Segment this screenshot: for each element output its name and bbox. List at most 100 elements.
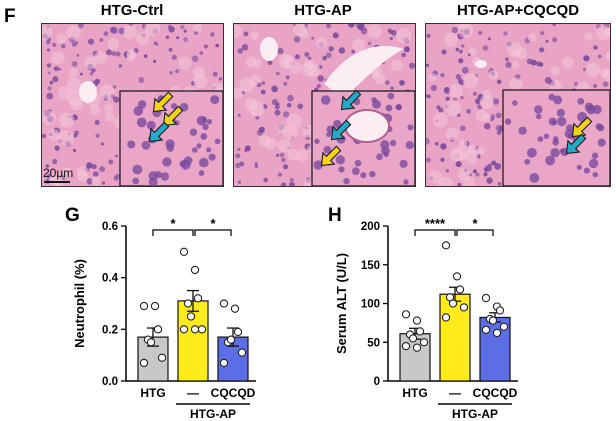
cell-cytoplasm <box>104 111 115 122</box>
panel-h-label: H <box>328 205 342 226</box>
cell-nucleus <box>482 45 489 51</box>
cell-cytoplasm <box>107 38 120 50</box>
x-tick-label: HTG <box>140 386 165 400</box>
significance-bracket <box>152 229 194 236</box>
cell-nucleus <box>459 49 463 54</box>
cell-nucleus <box>263 177 268 183</box>
cell-nucleus <box>237 180 242 184</box>
cell-nucleus <box>282 111 290 118</box>
blue-arrow-icon <box>565 133 587 155</box>
cell-nucleus <box>176 36 180 40</box>
cell-nucleus <box>573 81 578 86</box>
blue-arrow-icon <box>340 89 362 111</box>
cell-nucleus <box>254 164 259 168</box>
yellow-arrow-icon <box>320 145 342 167</box>
cell-nucleus <box>328 46 334 52</box>
cell-nucleus <box>403 46 410 53</box>
cell-nucleus <box>214 138 221 145</box>
cell-nucleus <box>235 162 241 169</box>
data-point <box>190 325 200 334</box>
cell-nucleus <box>169 70 174 75</box>
cell-nucleus <box>544 77 552 84</box>
cell-cytoplasm <box>59 112 75 128</box>
cell-nucleus <box>491 160 497 166</box>
data-point <box>412 343 422 352</box>
cell-nucleus <box>210 32 215 37</box>
cell-nucleus <box>472 91 477 96</box>
cell-nucleus <box>591 152 599 159</box>
cell-cytoplasm <box>605 51 610 61</box>
zoom-inset <box>502 89 610 186</box>
data-point <box>488 316 498 325</box>
cell-nucleus <box>395 104 402 111</box>
data-point <box>495 306 505 315</box>
panel-f-label: F <box>4 6 16 27</box>
cell-cytoplasm <box>234 24 242 38</box>
cell-cytoplasm <box>67 90 83 107</box>
data-point <box>401 310 411 319</box>
cell-nucleus <box>79 72 83 76</box>
cell-nucleus <box>369 170 376 178</box>
cell-cytoplasm <box>56 33 67 44</box>
y-tick-label: 0.2 <box>102 324 118 336</box>
cell-cytoplasm <box>48 129 60 141</box>
chart-g-neutrophil: Neutrophil (%) 0.0 0.2 0.4 0.6 HTG — CQCQD HTG-A… <box>72 216 256 421</box>
cell-nucleus <box>430 84 437 92</box>
cell-nucleus <box>212 71 218 77</box>
arrow-shape <box>162 105 184 127</box>
cell-nucleus <box>407 124 414 131</box>
cell-cytoplasm <box>550 65 561 76</box>
cell-cytoplasm <box>428 170 443 184</box>
cell-nucleus <box>586 105 596 115</box>
data-point <box>459 303 469 312</box>
cell-cytoplasm <box>509 77 523 91</box>
data-point <box>139 301 149 311</box>
cell-nucleus <box>455 47 460 52</box>
cell-cytoplasm <box>123 25 137 39</box>
y-tick-label: 0.0 <box>102 376 118 388</box>
cell-nucleus <box>192 147 198 153</box>
cell-cytoplasm <box>282 57 294 69</box>
cell-nucleus <box>191 55 199 62</box>
cell-cytoplasm <box>458 24 474 38</box>
cell-nucleus <box>208 153 216 161</box>
cell-nucleus <box>73 130 79 136</box>
cell-nucleus <box>505 61 512 68</box>
cell-nucleus <box>556 108 565 117</box>
cell-nucleus <box>343 177 350 185</box>
cell-nucleus <box>335 155 345 165</box>
cell-cytoplasm <box>584 32 593 41</box>
cell-cytoplasm <box>562 56 574 69</box>
cell-nucleus <box>443 87 451 94</box>
cell-nucleus <box>294 54 300 60</box>
significance-label: * <box>170 216 176 231</box>
data-point <box>481 325 491 334</box>
y-tick-label: 100 <box>361 299 380 311</box>
cell-nucleus <box>483 172 488 177</box>
significance-bracket <box>194 229 232 236</box>
cell-cytoplasm <box>94 51 107 64</box>
cell-nucleus <box>206 147 212 153</box>
cell-nucleus <box>474 98 482 105</box>
cell-nucleus <box>588 158 599 169</box>
cell-nucleus <box>401 52 406 58</box>
cell-nucleus <box>203 44 208 49</box>
cell-nucleus <box>47 71 51 75</box>
cell-nucleus <box>326 24 331 29</box>
cell-nucleus <box>441 49 447 55</box>
y-tick-label: 200 <box>361 221 380 233</box>
y-tick-label: 50 <box>367 337 380 349</box>
cell-nucleus <box>237 113 241 117</box>
cell-nucleus <box>495 112 502 119</box>
cell-nucleus <box>583 55 590 62</box>
cell-nucleus <box>540 31 545 36</box>
cell-nucleus <box>283 81 288 86</box>
cell-nucleus <box>281 157 286 163</box>
cell-cytoplasm <box>448 83 464 98</box>
cell-cytoplasm <box>449 148 463 162</box>
cell-nucleus <box>215 43 220 48</box>
cell-cytoplasm <box>250 31 259 40</box>
cell-nucleus <box>403 179 409 185</box>
cell-nucleus <box>277 172 283 177</box>
cell-nucleus <box>461 44 465 48</box>
